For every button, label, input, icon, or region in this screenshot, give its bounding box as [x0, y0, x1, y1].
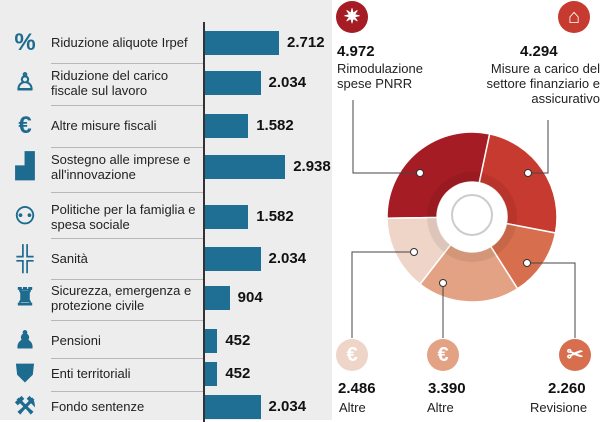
slice-label: Rimodulazione spese PNRR [337, 61, 423, 91]
family-icon: ⚇ [14, 203, 36, 230]
bar [205, 31, 280, 55]
slice-value: 2.486 [338, 380, 376, 397]
bar-value: 2.712 [287, 34, 325, 51]
factory-icon: ▟ [15, 153, 35, 180]
row-divider [51, 278, 204, 280]
euro-icon: € [427, 339, 459, 371]
bar-label: Pensioni [51, 333, 101, 348]
row-divider [51, 390, 204, 392]
bar-label: Sanità [51, 251, 88, 266]
donut-inner-rim [427, 217, 451, 253]
bank-icon: ⌂ [558, 1, 590, 33]
spending-panel [0, 0, 332, 420]
bar [205, 362, 218, 386]
bar-label: Sostegno alle imprese e all'innovazione [51, 152, 191, 182]
leader-dot [439, 279, 447, 287]
percent-icon: % [14, 29, 36, 56]
leader-line [352, 100, 420, 174]
bar [205, 114, 249, 138]
bar-value: 2.938 [293, 158, 331, 175]
bar-axis [203, 22, 205, 422]
bar-label: Fondo sentenze [51, 399, 145, 414]
bar-label: Enti territoriali [51, 366, 131, 381]
row-divider [51, 319, 204, 321]
row-divider [51, 357, 204, 359]
slice-label: Altre [339, 400, 366, 415]
leader-dot [523, 259, 531, 267]
bar-label: Sicurezza, emergenza e protezione civile [51, 283, 192, 313]
health-cross-icon: ╬ [16, 245, 34, 272]
slice-label: Misure a carico del settore finanziario … [486, 61, 600, 106]
row-divider [51, 63, 204, 64]
bar-label: Altre misure fiscali [51, 118, 157, 133]
police-officer-icon: ♜ [14, 284, 36, 311]
slice-value: 4.294 [520, 43, 558, 60]
row-divider [51, 146, 204, 148]
bar-value: 452 [225, 365, 251, 382]
bar-label: Politiche per la famiglia e spesa social… [51, 202, 196, 232]
row-divider [51, 238, 204, 239]
scissors-icon: ✂ [559, 339, 591, 371]
bar-value: 904 [237, 289, 263, 306]
bar [205, 286, 230, 310]
bar-value: 1.582 [256, 208, 294, 225]
bar-value: 2.034 [268, 398, 307, 415]
row-divider [51, 192, 204, 193]
bar-value: 452 [225, 332, 251, 349]
leader-line [527, 262, 576, 338]
office-worker-icon: ♙ [14, 69, 36, 96]
donut-inner-rim [479, 172, 517, 226]
bar-value: 1.582 [256, 117, 294, 134]
row-divider [51, 104, 204, 106]
slice-label: Revisione [530, 400, 588, 415]
elderly-person-icon: ♟ [14, 327, 36, 354]
euro-icon: € [336, 339, 368, 371]
leader-line [351, 251, 414, 338]
bar-label: Riduzione del carico fiscale sul lavoro [51, 68, 169, 98]
bar [205, 71, 261, 95]
leader-dot [416, 169, 424, 177]
leader-dot [524, 169, 532, 177]
bar-value: 2.034 [268, 250, 307, 267]
eu-stars-icon: ✷ [336, 1, 368, 33]
donut-inner-rim [490, 223, 517, 255]
leader-dot [410, 248, 418, 256]
donut-inner-rim [444, 244, 497, 262]
bar [205, 155, 286, 179]
bar [205, 247, 261, 271]
donut-hole [437, 182, 507, 252]
bar-label: Riduzione aliquote Irpef [51, 35, 188, 50]
bar [205, 329, 218, 353]
banknote-icon: € [18, 112, 32, 139]
tower-shield-icon: ⛊ [16, 360, 34, 387]
bar-value: 2.034 [268, 74, 307, 91]
slice-label: Altre [427, 400, 454, 415]
slice-value: 4.972 [337, 43, 375, 60]
donut-inner-rim [427, 172, 482, 218]
italian-emblem-icon [451, 194, 493, 236]
slice-value: 2.260 [548, 380, 586, 397]
gavel-icon: ⚒ [14, 393, 36, 420]
slice-value: 3.390 [428, 380, 466, 397]
bar [205, 395, 261, 419]
leader-line [528, 120, 549, 174]
bar [205, 205, 249, 229]
